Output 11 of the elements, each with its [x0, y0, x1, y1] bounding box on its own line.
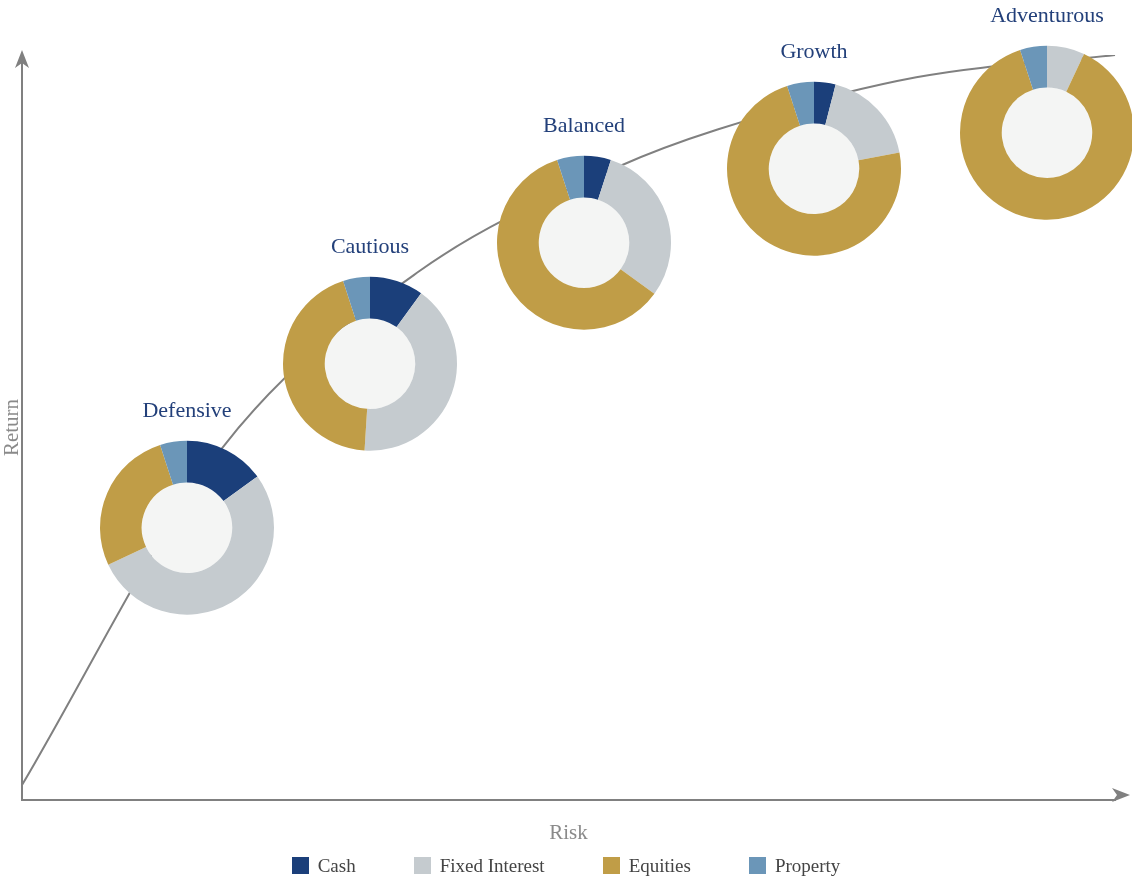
legend-label: Cash	[317, 855, 356, 876]
slice-label: Growth	[780, 37, 848, 63]
slice-label: Balanced	[543, 111, 625, 137]
legend-label: Property	[774, 855, 841, 876]
slice-label: Cautious	[330, 232, 410, 258]
legend-label: Fixed Interest	[439, 855, 545, 876]
legend-label: Equities	[628, 855, 691, 876]
slice-label: Defensive	[142, 396, 232, 422]
x-axis-title: Risk	[549, 819, 589, 844]
y-axis-title: Return	[0, 398, 24, 457]
slice-label: Adventurous	[990, 1, 1104, 27]
